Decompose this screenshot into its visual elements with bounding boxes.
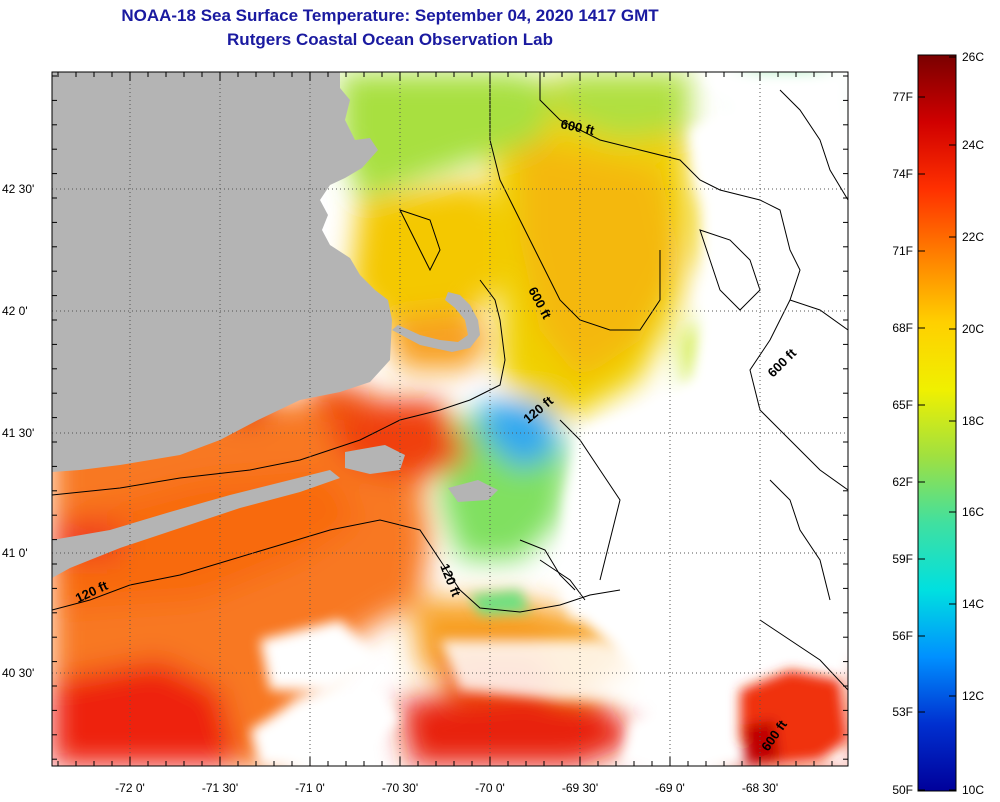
map-subtitle: Rutgers Coastal Ocean Observation Lab <box>227 30 553 49</box>
colorbar-fahrenheit-labels: 77F 74F 71F 68F 65F 62F 59F 56F 53F 50F <box>892 90 913 797</box>
lat-tick-label: 42 30' <box>2 182 34 196</box>
celsius-label: 16C <box>962 505 984 519</box>
axis-ticks <box>52 72 848 766</box>
lat-tick-label: 40 30' <box>2 666 34 680</box>
lon-tick-label: -70 30' <box>382 781 418 795</box>
lon-tick-label: -69 0' <box>655 781 685 795</box>
colorbar: 77F 74F 71F 68F 65F 62F 59F 56F 53F 50F … <box>892 50 984 797</box>
fahrenheit-label: 56F <box>892 629 913 643</box>
fahrenheit-label: 74F <box>892 167 913 181</box>
celsius-label: 14C <box>962 597 984 611</box>
fahrenheit-label: 50F <box>892 783 913 797</box>
lon-tick-label: -72 0' <box>115 781 145 795</box>
colorbar-celsius-labels: 26C 24C 22C 20C 18C 16C 14C 12C 10C <box>962 50 984 797</box>
celsius-label: 18C <box>962 414 984 428</box>
longitude-axis: -72 0' -71 30' -71 0' -70 30' -70 0' -69… <box>115 781 778 795</box>
colorbar-ticks <box>918 56 956 791</box>
map-plot-area: 600 ft 600 ft 600 ft 120 ft 120 ft 120 f… <box>52 72 848 766</box>
fahrenheit-label: 71F <box>892 244 913 258</box>
colorbar-gradient <box>917 54 957 792</box>
fahrenheit-label: 59F <box>892 552 913 566</box>
celsius-label: 10C <box>962 783 984 797</box>
contour-label: 600 ft <box>559 116 596 138</box>
cloud-mask <box>250 72 848 766</box>
fahrenheit-label: 62F <box>892 475 913 489</box>
lon-tick-label: -71 30' <box>202 781 238 795</box>
sst-southeast <box>470 590 848 766</box>
celsius-label: 24C <box>962 138 984 152</box>
fahrenheit-label: 53F <box>892 705 913 719</box>
lon-tick-label: -71 0' <box>295 781 325 795</box>
celsius-label: 22C <box>962 230 984 244</box>
map-title: NOAA-18 Sea Surface Temperature: Septemb… <box>121 6 659 25</box>
lon-tick-label: -68 30' <box>742 781 778 795</box>
fahrenheit-label: 68F <box>892 321 913 335</box>
latitude-axis: 42 30' 42 0' 41 30' 41 0' 40 30' <box>2 182 34 680</box>
celsius-label: 20C <box>962 322 984 336</box>
bathymetry-contours <box>52 72 848 691</box>
fahrenheit-label: 65F <box>892 398 913 412</box>
celsius-label: 26C <box>962 50 984 64</box>
lon-tick-label: -69 30' <box>562 781 598 795</box>
lat-tick-label: 41 0' <box>2 546 28 560</box>
lat-tick-label: 42 0' <box>2 304 28 318</box>
graticule <box>52 72 848 766</box>
celsius-label: 12C <box>962 689 984 703</box>
lon-tick-label: -70 0' <box>475 781 505 795</box>
map-frame <box>51 71 849 767</box>
fahrenheit-label: 77F <box>892 90 913 104</box>
lat-tick-label: 41 30' <box>2 426 34 440</box>
land-mass <box>52 72 498 578</box>
